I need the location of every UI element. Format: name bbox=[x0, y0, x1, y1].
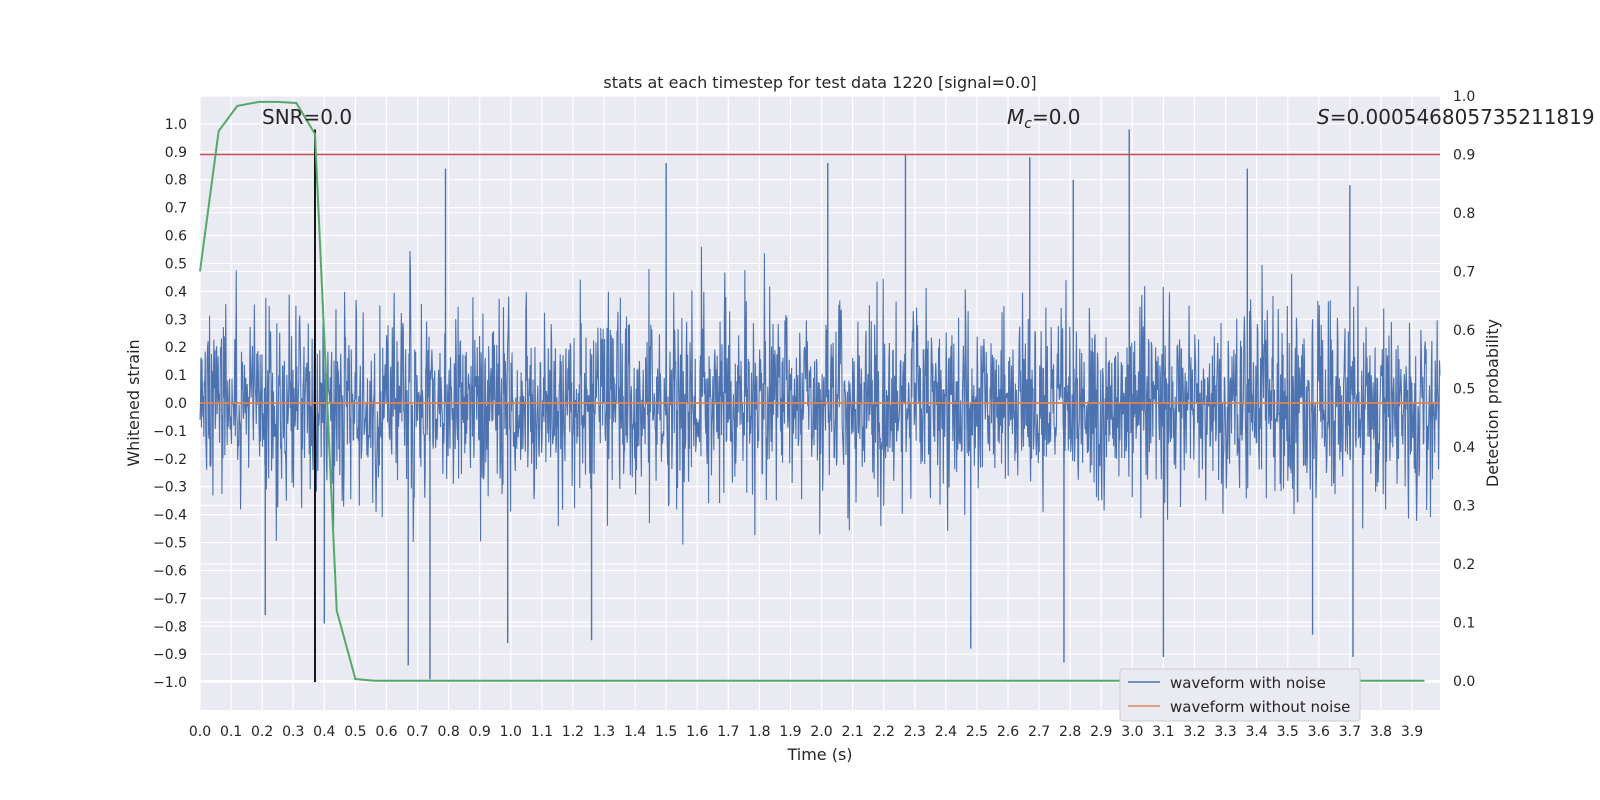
legend-label-noise: waveform with noise bbox=[1170, 674, 1326, 692]
y-tick-label: −0.3 bbox=[153, 480, 187, 496]
y-tick-label: −0.4 bbox=[153, 508, 187, 524]
y2-axis-label: Detection probability bbox=[1483, 319, 1502, 487]
x-tick-label: 1.1 bbox=[531, 724, 553, 740]
y2-tick-label: 0.8 bbox=[1453, 206, 1475, 222]
y-tick-label: 0.3 bbox=[165, 312, 187, 328]
y-tick-label: 0.7 bbox=[165, 201, 187, 217]
x-tick-label: 1.3 bbox=[593, 724, 615, 740]
x-tick-label: 1.6 bbox=[686, 724, 708, 740]
y-tick-label: −0.5 bbox=[153, 536, 187, 552]
x-tick-label: 3.9 bbox=[1401, 724, 1423, 740]
x-tick-label: 3.1 bbox=[1152, 724, 1174, 740]
tick-labels: 0.0 0.1 0.2 0.3 0.4 0.5 0.6 0.7 0.8 0.9 1.0 1.1 1.2 1… bbox=[153, 89, 1475, 740]
x-tick-label: 3.2 bbox=[1183, 724, 1205, 740]
y2-tick-label: 0.0 bbox=[1453, 674, 1475, 690]
y-tick-label: −0.6 bbox=[153, 563, 187, 579]
y2-tick-label: 0.4 bbox=[1453, 440, 1475, 456]
x-tick-label: 1.2 bbox=[562, 724, 584, 740]
y2-tick-label: 0.1 bbox=[1453, 615, 1475, 631]
x-tick-label: 1.7 bbox=[717, 724, 739, 740]
x-tick-label: 1.9 bbox=[779, 724, 801, 740]
x-tick-label: 1.8 bbox=[748, 724, 770, 740]
series-lines bbox=[199, 100, 1440, 683]
x-tick-label: 2.4 bbox=[935, 724, 957, 740]
y-tick-label: 0.9 bbox=[165, 145, 187, 161]
x-tick-label: 0.1 bbox=[220, 724, 242, 740]
annotation-mc: Mc=0.0 bbox=[1007, 105, 1081, 132]
x-tick-label: 3.4 bbox=[1246, 724, 1268, 740]
chart-title: stats at each timestep for test data 122… bbox=[603, 73, 1036, 92]
x-tick-label: 3.5 bbox=[1277, 724, 1299, 740]
x-tick-label: 1.5 bbox=[655, 724, 677, 740]
y-tick-label: −0.2 bbox=[153, 452, 187, 468]
y-tick-label: 0.4 bbox=[165, 284, 187, 300]
x-tick-label: 2.9 bbox=[1090, 724, 1112, 740]
x-tick-label: 3.6 bbox=[1308, 724, 1330, 740]
x-tick-label: 2.6 bbox=[997, 724, 1019, 740]
y-tick-label: −0.1 bbox=[153, 424, 187, 440]
y-tick-label: 1.0 bbox=[165, 117, 187, 133]
x-tick-label: 0.3 bbox=[282, 724, 304, 740]
x-tick-label: 2.7 bbox=[1028, 724, 1050, 740]
x-tick-label: 0.6 bbox=[375, 724, 397, 740]
x-tick-label: 1.0 bbox=[500, 724, 522, 740]
annotation-s: S=0.000546805735211819 bbox=[1317, 105, 1595, 129]
y2-tick-label: 0.9 bbox=[1453, 147, 1475, 163]
x-tick-label: 3.3 bbox=[1214, 724, 1236, 740]
y2-tick-label: 0.5 bbox=[1453, 381, 1475, 397]
y-tick-label: 0.5 bbox=[165, 256, 187, 272]
y-tick-label: −1.0 bbox=[153, 675, 187, 691]
y2-tick-label: 0.3 bbox=[1453, 498, 1475, 514]
x-tick-label: 0.0 bbox=[189, 724, 211, 740]
x-tick-label: 2.5 bbox=[966, 724, 988, 740]
y-tick-label: −0.9 bbox=[153, 647, 187, 663]
y-tick-label: 0.8 bbox=[165, 173, 187, 189]
legend: waveform with noise waveform without noi… bbox=[1119, 668, 1361, 722]
y-tick-label: 0.0 bbox=[165, 396, 187, 412]
x-tick-label: 2.2 bbox=[873, 724, 895, 740]
x-tick-label: 3.0 bbox=[1121, 724, 1143, 740]
legend-box bbox=[1119, 668, 1361, 722]
y-tick-label: −0.8 bbox=[153, 619, 187, 635]
legend-label-clean: waveform without noise bbox=[1170, 698, 1350, 716]
series-waveform-with-noise bbox=[199, 129, 1441, 680]
x-tick-label: 0.8 bbox=[437, 724, 459, 740]
x-tick-label: 0.9 bbox=[469, 724, 491, 740]
annotation-snr: SNR=0.0 bbox=[262, 105, 352, 129]
y2-tick-label: 0.7 bbox=[1453, 264, 1475, 280]
x-axis-label: Time (s) bbox=[786, 745, 852, 764]
x-tick-label: 2.3 bbox=[904, 724, 926, 740]
x-tick-label: 0.7 bbox=[406, 724, 428, 740]
y2-tick-label: 0.6 bbox=[1453, 323, 1475, 339]
y-tick-label: 0.1 bbox=[165, 368, 187, 384]
detection-probability-line bbox=[199, 100, 1425, 682]
x-tick-label: 0.4 bbox=[313, 724, 335, 740]
x-tick-label: 3.7 bbox=[1339, 724, 1361, 740]
y2-tick-label: 1.0 bbox=[1453, 89, 1475, 105]
y-tick-label: 0.6 bbox=[165, 229, 187, 245]
x-tick-label: 3.8 bbox=[1370, 724, 1392, 740]
x-tick-label: 2.8 bbox=[1059, 724, 1081, 740]
y2-tick-label: 0.2 bbox=[1453, 557, 1475, 573]
x-tick-label: 2.1 bbox=[841, 724, 863, 740]
y-tick-label: 0.2 bbox=[165, 340, 187, 356]
y-axis-label: Whitened strain bbox=[124, 339, 143, 466]
x-tick-label: 1.4 bbox=[624, 724, 646, 740]
x-tick-label: 0.5 bbox=[344, 724, 366, 740]
x-tick-label: 2.0 bbox=[810, 724, 832, 740]
y-tick-label: −0.7 bbox=[153, 591, 187, 607]
waveform-with-noise-line bbox=[199, 246, 1441, 545]
x-tick-label: 0.2 bbox=[251, 724, 273, 740]
